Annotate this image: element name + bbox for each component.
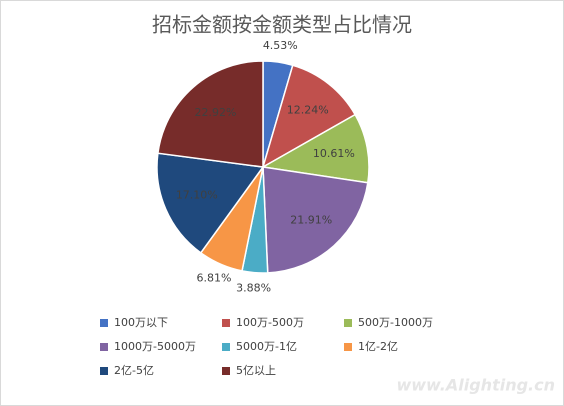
pie-slice — [157, 60, 264, 168]
legend-swatch — [344, 343, 352, 351]
watermark: www.Alighting.cn — [396, 376, 555, 395]
data-label: 12.24% — [287, 103, 329, 116]
legend-swatch — [222, 367, 230, 375]
legend-label: 100万-500万 — [236, 316, 304, 329]
data-label: 22.92% — [194, 106, 236, 119]
chart-title: 招标金额按金额类型占比情况 — [152, 13, 412, 37]
legend-swatch — [100, 367, 108, 375]
data-label: 4.53% — [263, 39, 298, 52]
legend-label: 5亿以上 — [236, 364, 276, 377]
legend-swatch — [222, 343, 230, 351]
legend-label: 1亿-2亿 — [358, 340, 398, 353]
legend-swatch — [100, 343, 108, 351]
pie-slice — [156, 152, 265, 254]
legend-swatch — [100, 319, 108, 327]
data-label: 3.88% — [236, 282, 271, 295]
legend-label: 2亿-5亿 — [114, 364, 154, 377]
legend-label: 100万以下 — [114, 316, 168, 329]
pie-slice — [262, 166, 369, 274]
legend-label: 1000万-5000万 — [114, 340, 196, 353]
data-label: 10.61% — [313, 147, 355, 160]
data-label: 6.81% — [197, 272, 232, 285]
data-label: 21.91% — [290, 214, 332, 227]
pie-slice — [260, 113, 370, 184]
legend-label: 500万-1000万 — [358, 316, 433, 329]
data-label: 17.10% — [176, 189, 218, 202]
pie-slice — [261, 64, 357, 169]
legend-swatch — [344, 319, 352, 327]
legend-swatch — [222, 319, 230, 327]
legend-label: 5000万-1亿 — [236, 340, 297, 353]
